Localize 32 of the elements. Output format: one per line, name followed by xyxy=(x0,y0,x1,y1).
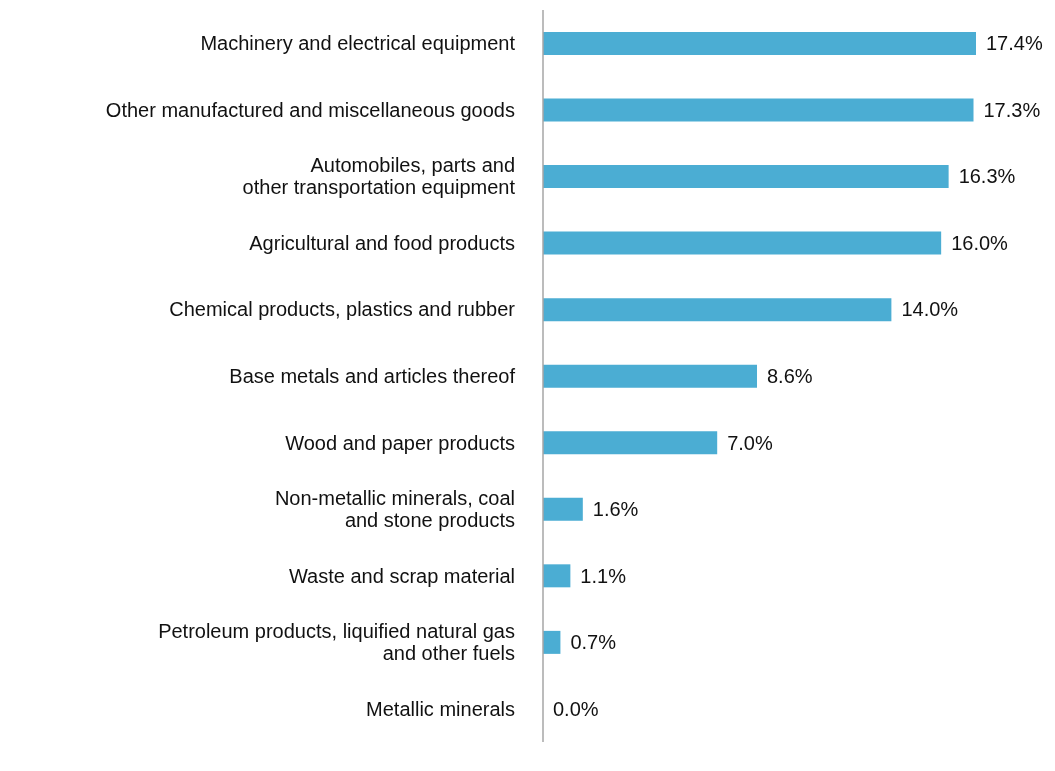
bar xyxy=(543,165,949,189)
bar xyxy=(543,431,718,455)
data-label: 0.0% xyxy=(553,697,599,720)
data-label: 16.3% xyxy=(958,165,1016,188)
y-tick-label: Base metals and articles thereof xyxy=(229,365,516,387)
data-label: 1.6% xyxy=(592,498,639,521)
y-tick-label: Agricultural and food products xyxy=(249,231,515,254)
bar xyxy=(543,98,974,122)
y-tick-label: Waste and scrap material xyxy=(288,564,515,587)
y-tick-label: Petroleum products, liquified natural gas and other fuels xyxy=(158,620,515,665)
bar xyxy=(543,231,942,255)
data-label: 8.6% xyxy=(767,365,813,387)
y-tick-label: Other manufactured and miscellaneous goods xyxy=(105,98,515,121)
y-tick-label: Automobiles, parts and other transportation equipment xyxy=(242,154,516,199)
data-label: 14.0% xyxy=(901,298,959,321)
bar xyxy=(543,364,758,388)
y-tick-label: Wood and paper products xyxy=(285,431,515,454)
data-label: 16.0% xyxy=(951,231,1009,254)
bar xyxy=(543,298,892,322)
y-tick-label: Chemical products, plastics and rubber xyxy=(169,298,516,321)
bar xyxy=(543,31,976,55)
data-label: 7.0% xyxy=(727,431,773,454)
y-tick-label: Metallic minerals xyxy=(366,697,515,720)
bar xyxy=(543,630,561,654)
data-label: 17.3% xyxy=(983,98,1041,121)
y-tick-label: Machinery and electrical equipment xyxy=(200,32,516,55)
data-label: 17.4% xyxy=(986,32,1043,55)
bar xyxy=(543,497,583,521)
data-label: 0.7% xyxy=(570,631,617,654)
y-tick-label: Non-metallic minerals, coal and stone products xyxy=(274,487,515,532)
data-label: 1.1% xyxy=(580,564,627,587)
bar xyxy=(543,564,571,588)
